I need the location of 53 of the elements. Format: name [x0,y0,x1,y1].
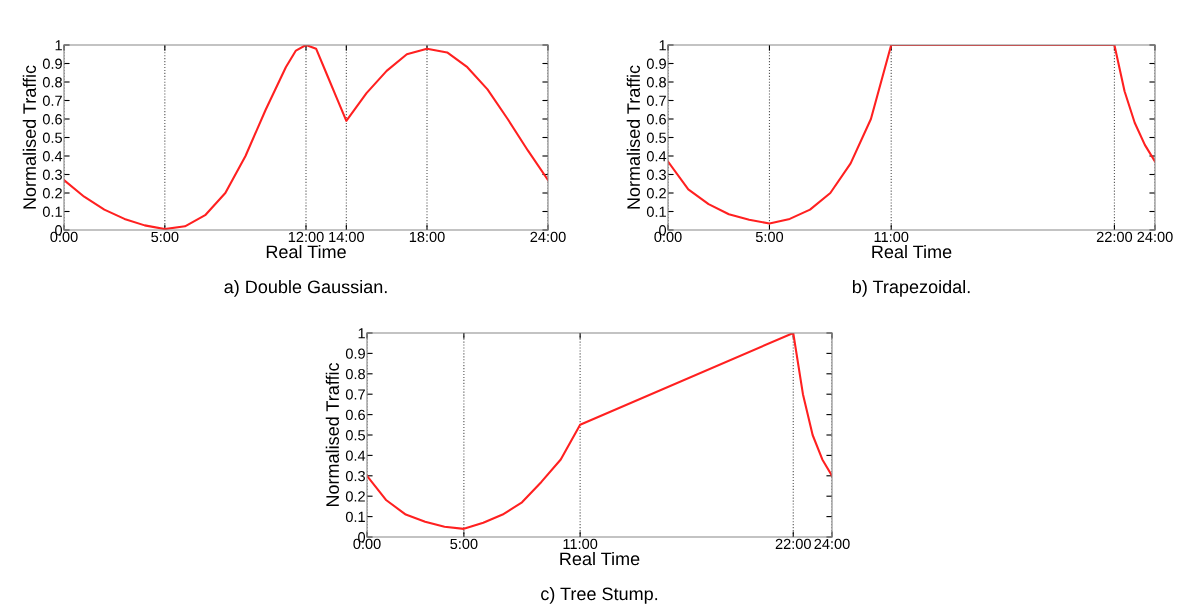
y-tick-label: 0.9 [42,58,62,69]
y-tick-label: 0.5 [345,430,365,441]
y-tick-label: 0.9 [345,348,365,359]
y-tick-label: 0.6 [646,114,666,125]
y-tick-label: 0.7 [345,389,365,400]
x-tick-label: 12:00 [288,231,324,243]
y-tick-label: 1 [659,40,666,51]
y-tick-label: 0.2 [42,188,62,199]
y-tick-label: 0.6 [345,409,365,421]
y-tick-label: 1 [55,40,62,51]
y-tick-label: 0.8 [646,77,666,88]
y-tick-label: 0.9 [646,58,666,69]
y-tick-label: 0.1 [345,511,365,523]
x-tick-label: 18:00 [409,231,445,243]
y-tick-label: 1 [358,328,365,339]
line-series [64,45,548,230]
y-axis-title: Normalised Traffic [626,65,640,209]
y-tick-label: 0.6 [42,114,62,125]
y-tick-label: 0.8 [345,368,365,380]
y-tick-label: 0.1 [646,206,666,217]
y-tick-label: 0.1 [42,206,62,217]
y-axis-title: Normalised Traffic [325,362,339,507]
x-axis-title: Real Time [266,244,346,259]
y-tick-label: 0.5 [646,132,666,143]
x-tick-label: 14:00 [329,231,365,243]
y-tick-label: 0.4 [646,151,667,162]
x-tick-label: 24:00 [530,231,566,243]
x-tick-label: 11:00 [874,231,909,243]
x-tick-label: 5:00 [151,231,179,243]
y-tick-label: 0.7 [646,95,666,106]
x-tick-label: 5:00 [755,231,784,243]
x-tick-label: 24:00 [814,538,850,550]
x-tick-label: 5:00 [450,538,478,550]
y-tick-label: 0.3 [42,169,62,180]
y-tick-label: 0.3 [345,470,365,482]
y-tick-label: 0.4 [345,450,366,461]
y-tick-label: 0.2 [345,491,365,502]
y-tick-label: 0.7 [42,95,62,106]
text: b) Trapezoidal. [852,280,970,297]
y-tick-label: 0.3 [646,169,666,180]
x-axis-title: Real Time [872,244,952,259]
x-tick-label: 22:00 [1096,231,1133,243]
x-tick-label: 11:00 [563,538,598,550]
y-tick-label: 0.4 [42,151,63,162]
y-tick-label: 0.2 [646,188,666,199]
x-axis-title: Real Time [560,551,640,566]
x-tick-label: 22:00 [775,538,811,550]
x-tick-label: 24:00 [1137,231,1173,243]
y-axis-title: Normalised Traffic [22,65,36,209]
y-tick-label: 0.5 [42,132,62,143]
text: c) Tree Stump. [541,587,658,604]
y-tick-label: 0.8 [42,77,62,88]
text: a) Double Gaussian. [224,280,387,297]
